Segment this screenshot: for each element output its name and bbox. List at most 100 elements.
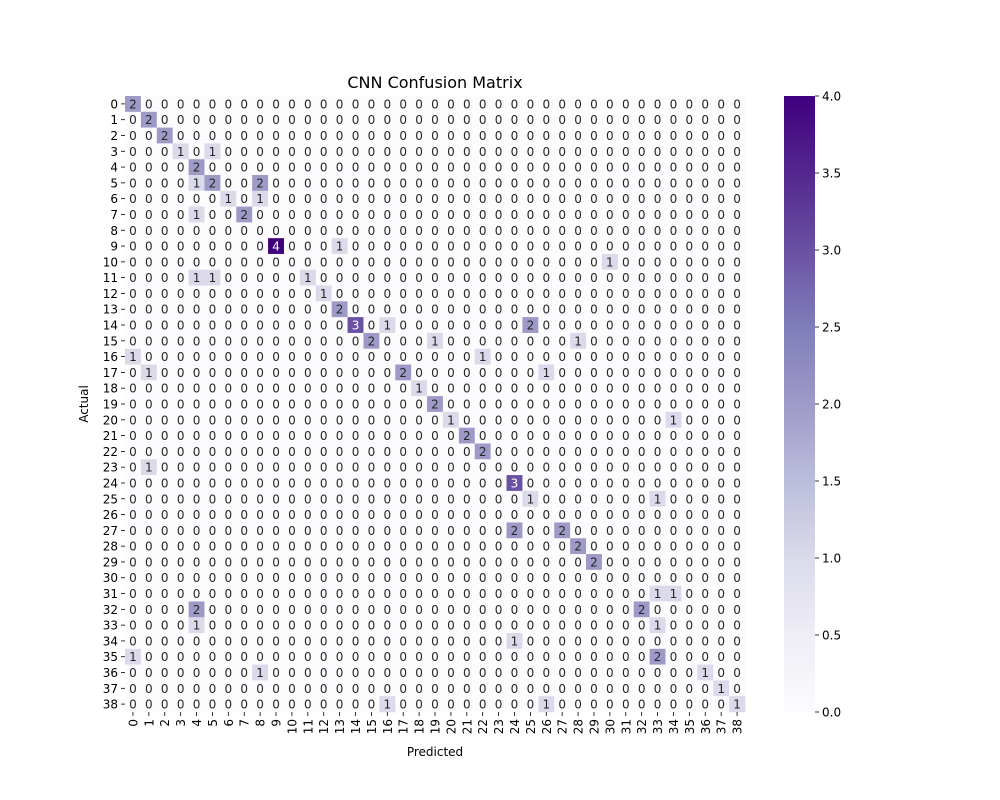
cell-value: 0 (701, 682, 709, 696)
heatmap-cell (379, 190, 396, 207)
cell-value: 0 (304, 255, 312, 269)
cell-value: 0 (415, 413, 423, 427)
heatmap-cell (506, 222, 523, 239)
cell-value: 0 (511, 587, 519, 601)
heatmap-cell (729, 301, 746, 318)
cell-value: 0 (431, 571, 439, 585)
cell-value: 1 (256, 666, 264, 680)
cell-value: 0 (320, 492, 328, 506)
cell-value: 0 (622, 619, 630, 633)
heatmap-cell (649, 143, 666, 160)
cell-value: 0 (272, 334, 280, 348)
heatmap-cell (538, 253, 555, 271)
cell-value: 0 (479, 398, 487, 412)
heatmap-cell (315, 285, 332, 302)
cell-value: 0 (479, 508, 487, 522)
heatmap-cell (283, 238, 301, 255)
cell-value: 0 (686, 287, 694, 301)
cell-value: 0 (527, 524, 535, 538)
cell-value: 0 (670, 129, 678, 143)
cell-value: 0 (733, 176, 741, 190)
cell-value: 0 (622, 492, 630, 506)
cell-value: 0 (431, 350, 439, 364)
cell-value: 0 (145, 682, 153, 696)
cell-value: 0 (590, 208, 598, 222)
heatmap-cell (681, 238, 698, 255)
heatmap-cell (172, 190, 189, 207)
cell-value: 0 (495, 161, 503, 175)
cell-value: 0 (320, 240, 328, 254)
cell-value: 0 (399, 476, 407, 490)
cell-value: 0 (479, 650, 487, 664)
heatmap-cell (156, 127, 173, 144)
heatmap-cell (490, 222, 507, 239)
cell-value: 0 (304, 303, 312, 317)
cell-value: 0 (606, 287, 614, 301)
cell-value: 1 (193, 176, 201, 190)
cell-value: 0 (145, 603, 153, 617)
heatmap-cell (220, 174, 237, 192)
heatmap-cell (204, 143, 221, 160)
cell-value: 0 (479, 682, 487, 696)
cell-value: 0 (161, 350, 169, 364)
cell-value: 0 (717, 240, 725, 254)
cell-value: 0 (399, 571, 407, 585)
cell-value: 0 (336, 398, 344, 412)
heatmap-cell (729, 159, 746, 176)
cell-value: 0 (717, 255, 725, 269)
cell-value: 0 (272, 429, 280, 443)
cell-value: 0 (129, 192, 137, 206)
cell-value: 0 (511, 129, 519, 143)
cell-value: 0 (606, 619, 614, 633)
cell-value: 0 (399, 382, 407, 396)
heatmap-cell (172, 127, 189, 144)
cell-value: 0 (272, 398, 280, 412)
heatmap-cell (617, 174, 635, 192)
heatmap-cell (379, 253, 396, 271)
cell-value: 0 (161, 587, 169, 601)
cell-value: 0 (368, 240, 376, 254)
cell-value: 0 (129, 113, 137, 127)
colorbar-tick-label: 3.5 (822, 167, 841, 181)
cell-value: 0 (415, 587, 423, 601)
heatmap-cell (586, 111, 603, 128)
heatmap-cell (442, 143, 460, 160)
cell-value: 0 (145, 382, 153, 396)
heatmap-cell (681, 174, 698, 192)
cell-value: 0 (415, 571, 423, 585)
cell-value: 0 (606, 698, 614, 712)
heatmap-cell (506, 143, 523, 160)
cell-value: 0 (447, 619, 455, 633)
cell-value: 0 (733, 255, 741, 269)
cell-value: 0 (304, 350, 312, 364)
cell-value: 0 (622, 350, 630, 364)
cell-value: 0 (161, 176, 169, 190)
cell-value: 0 (622, 476, 630, 490)
cell-value: 0 (447, 461, 455, 475)
cell-value: 0 (590, 698, 598, 712)
cell-value: 0 (256, 555, 264, 569)
cell-value: 0 (670, 255, 678, 269)
cell-value: 0 (447, 255, 455, 269)
cell-value: 0 (193, 224, 201, 238)
cell-value: 0 (193, 145, 201, 159)
cell-value: 0 (495, 540, 503, 554)
heatmap-cell (379, 317, 396, 334)
cell-value: 0 (733, 398, 741, 412)
cell-value: 0 (415, 97, 423, 111)
heatmap-cell (474, 348, 491, 365)
heatmap-cell (554, 159, 571, 176)
cell-value: 0 (225, 382, 233, 396)
cell-value: 0 (558, 145, 566, 159)
cell-value: 0 (670, 319, 678, 333)
heatmap-cell (204, 159, 221, 176)
cell-value: 0 (527, 634, 535, 648)
heatmap-cell (395, 159, 412, 176)
heatmap-cell (125, 348, 142, 365)
cell-value: 0 (542, 271, 550, 285)
y-tick-label: 33 (103, 619, 118, 633)
y-tick-label: 11 (103, 271, 118, 285)
heatmap-cell (633, 253, 650, 271)
cell-value: 0 (129, 429, 137, 443)
cell-value: 0 (654, 334, 662, 348)
